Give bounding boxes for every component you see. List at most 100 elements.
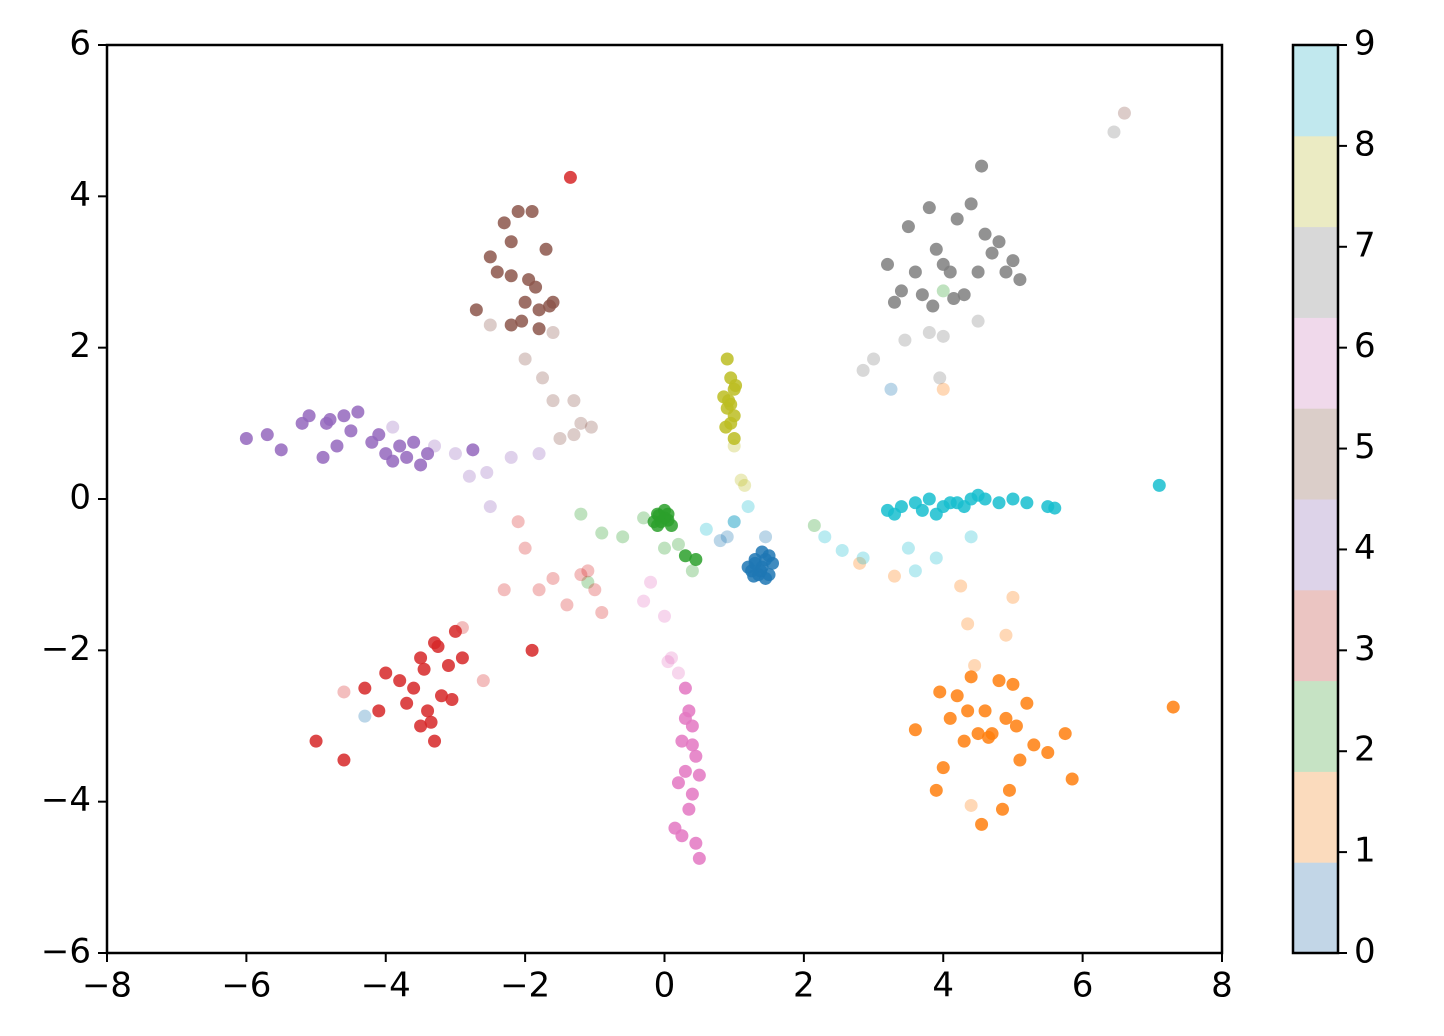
scatter-point [678, 549, 692, 563]
colorbar-band [1293, 589, 1338, 682]
scatter-point [898, 333, 912, 347]
scatter-point [922, 201, 936, 215]
scatter-point [574, 416, 588, 430]
scatter-point [741, 500, 755, 514]
scatter-point [372, 704, 386, 718]
scatter-point [692, 768, 706, 782]
scatter-point [957, 500, 971, 514]
scatter-point [961, 617, 975, 631]
scatter-point [448, 624, 462, 638]
scatter-point [379, 666, 393, 680]
scatter-point [685, 738, 699, 752]
scatter-point [675, 829, 689, 843]
scatter-point [393, 674, 407, 688]
scatter-point [720, 352, 734, 366]
scatter-point [522, 273, 536, 287]
scatter-point [961, 704, 975, 718]
scatter-point [992, 496, 1006, 510]
scatter-point [908, 564, 922, 578]
scatter-point [727, 431, 741, 445]
scatter-point [884, 382, 898, 396]
scatter-point [999, 711, 1013, 725]
scatter-point [947, 291, 961, 305]
scatter-point [658, 541, 671, 555]
scatter-point [490, 265, 504, 279]
colorbar-tick-label: 7 [1354, 225, 1376, 265]
scatter-point [971, 314, 985, 328]
colorbar-tick-label: 3 [1354, 629, 1376, 669]
scatter-point [543, 299, 557, 313]
scatter-point [483, 500, 497, 514]
scatter-point [692, 851, 706, 865]
scatter-point [724, 397, 738, 411]
scatter-point [964, 670, 978, 684]
scatter-point [682, 802, 696, 816]
x-tick-label: 8 [1211, 966, 1233, 1006]
scatter-point [525, 643, 539, 657]
scatter-point [759, 553, 773, 567]
colorbar-band [1293, 771, 1338, 863]
scatter-point [584, 420, 598, 434]
scatter-point [469, 303, 483, 317]
scatter-point [330, 439, 344, 453]
scatter-point [964, 798, 978, 812]
x-tick-label: 6 [1072, 966, 1094, 1006]
scatter-point [560, 598, 574, 612]
scatter-point [978, 227, 992, 241]
colorbar-tick-label: 4 [1354, 528, 1376, 568]
scatter-point [1041, 745, 1055, 759]
scatter-point [337, 685, 351, 699]
y-tick-label: −2 [41, 629, 91, 669]
scatter-point [424, 715, 438, 729]
scatter-point [954, 579, 968, 593]
scatter-point [901, 541, 915, 555]
scatter-point [727, 439, 741, 453]
scatter-point [936, 382, 950, 396]
scatter-point [581, 564, 595, 578]
scatter-point [881, 257, 894, 271]
scatter-point [651, 518, 665, 532]
scatter-point [511, 515, 525, 529]
scatter-point [971, 265, 985, 279]
scatter-point [807, 518, 821, 532]
scatter-point [421, 447, 435, 461]
scatter-point [546, 326, 560, 340]
scatter-point [466, 443, 480, 457]
scatter-point [729, 379, 743, 392]
colorbar-tick-label: 8 [1354, 124, 1376, 164]
scatter-point [1020, 496, 1034, 510]
scatter-point [964, 197, 978, 211]
scatter-point [1006, 677, 1020, 691]
x-tick-label: −6 [221, 966, 271, 1006]
scatter-point [685, 564, 699, 578]
scatter-point [936, 329, 950, 343]
scatter-point [678, 681, 692, 695]
x-tick-label: 0 [654, 966, 676, 1006]
scatter-point [929, 551, 943, 565]
scatter-point [957, 288, 971, 302]
scatter-point [483, 250, 497, 264]
scatter-point [908, 723, 922, 737]
scatter-point [1048, 501, 1062, 515]
scatter-point [421, 704, 435, 718]
scatter-point [853, 556, 867, 570]
y-tick-label: 6 [69, 24, 91, 64]
scatter-point [428, 734, 442, 748]
scatter-point [926, 299, 940, 313]
scatter-point [309, 734, 323, 748]
scatter-point [588, 583, 602, 597]
scatter-point [1013, 273, 1027, 287]
scatter-point [985, 246, 999, 260]
x-tick-label: −4 [361, 966, 411, 1006]
scatter-point [567, 428, 581, 442]
x-tick-label: −8 [82, 966, 132, 1006]
scatter-point [400, 450, 414, 464]
scatter-point [1009, 719, 1023, 733]
colorbar-band [1293, 135, 1338, 228]
scatter-point [563, 170, 577, 184]
scatter-point [637, 511, 651, 525]
scatter-point [274, 443, 288, 457]
scatter-point [414, 651, 428, 665]
scatter-point [1117, 106, 1131, 120]
